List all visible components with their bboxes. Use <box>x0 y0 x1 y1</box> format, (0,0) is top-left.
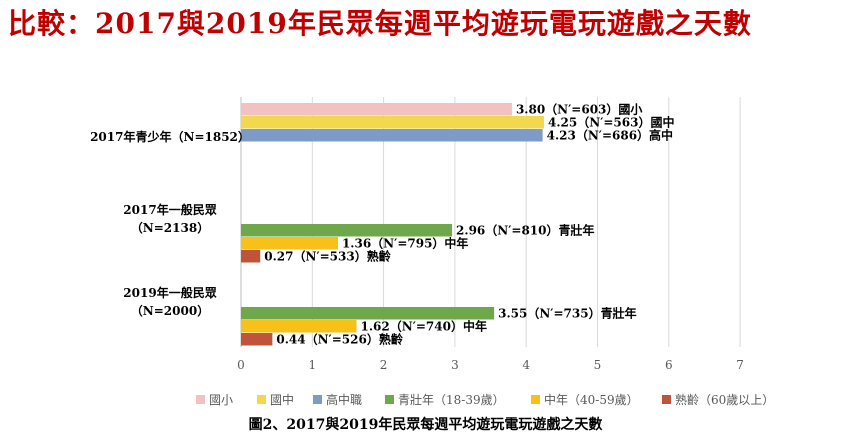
bar <box>241 237 338 250</box>
x-axis-ticks: 0 1 2 3 4 5 6 7 <box>237 358 744 372</box>
category-label: （N=2138） <box>131 220 209 235</box>
legend-label: 中年（40-59歲） <box>544 392 639 407</box>
data-label: 0.44（N′=526）熟齡 <box>276 332 402 347</box>
x-tick-label: 7 <box>736 358 744 372</box>
data-label: 4.23（N′=686）高中 <box>547 128 673 143</box>
data-labels: 3.80（N′=603）國小4.25（N′=563）國中4.23（N′=686）… <box>264 102 674 347</box>
data-label: 1.36（N′=795）中年 <box>342 236 468 251</box>
chart-title: 比較：2017與2019年民眾每週平均遊玩電玩遊戲之天數 <box>8 7 752 40</box>
bar <box>241 320 357 333</box>
category-label: 2019年一般民眾 <box>123 285 216 300</box>
legend: 國小 國中 高中職 青壯年（18-39歲） 中年（40-59歲） 熟齡（60歲以上） <box>196 392 774 407</box>
legend-label: 國中 <box>270 392 294 407</box>
category-labels: 2017年青少年（N=1852） 2017年一般民眾 （N=2138） 2019年一般… <box>90 129 250 318</box>
figure-caption: 圖2、2017與2019年民眾每週平均遊玩電玩遊戲之天數 <box>248 417 603 433</box>
legend-swatch <box>662 395 671 404</box>
legend-swatch <box>313 395 322 404</box>
x-tick-label: 4 <box>522 358 530 372</box>
data-label: 3.55（N′=735）青壯年 <box>498 306 636 321</box>
legend-swatch <box>196 395 205 404</box>
bars <box>241 103 545 346</box>
category-label: 2017年一般民眾 <box>123 202 216 217</box>
legend-label: 高中職 <box>326 392 362 407</box>
bar <box>241 250 261 263</box>
x-tick-label: 3 <box>451 358 459 372</box>
bar <box>241 224 453 237</box>
data-label: 0.27（N′=533）熟齡 <box>264 249 390 264</box>
x-tick-label: 6 <box>665 358 673 372</box>
legend-label: 青壯年（18-39歲） <box>398 393 505 407</box>
x-tick-label: 2 <box>380 358 388 372</box>
legend-swatch <box>257 395 266 404</box>
bar <box>241 307 495 320</box>
legend-swatch <box>531 395 540 404</box>
legend-swatch <box>385 395 394 404</box>
bar <box>241 103 512 116</box>
data-label: 3.80（N′=603）國小 <box>516 102 642 117</box>
x-tick-label: 5 <box>594 358 602 372</box>
bar <box>241 333 273 346</box>
x-tick-label: 0 <box>237 358 245 372</box>
data-label: 1.62（N′=740）中年 <box>361 319 487 334</box>
category-label: （N=2000） <box>131 303 209 318</box>
data-label: 4.25（N′=563）國中 <box>548 115 674 130</box>
x-tick-label: 1 <box>308 358 316 372</box>
category-label: 2017年青少年（N=1852） <box>90 129 250 144</box>
legend-label: 國小 <box>209 393 233 407</box>
bar <box>241 129 543 142</box>
data-label: 2.96（N′=810）青壯年 <box>456 223 594 238</box>
legend-label: 熟齡（60歲以上） <box>675 392 774 407</box>
bar <box>241 116 545 129</box>
